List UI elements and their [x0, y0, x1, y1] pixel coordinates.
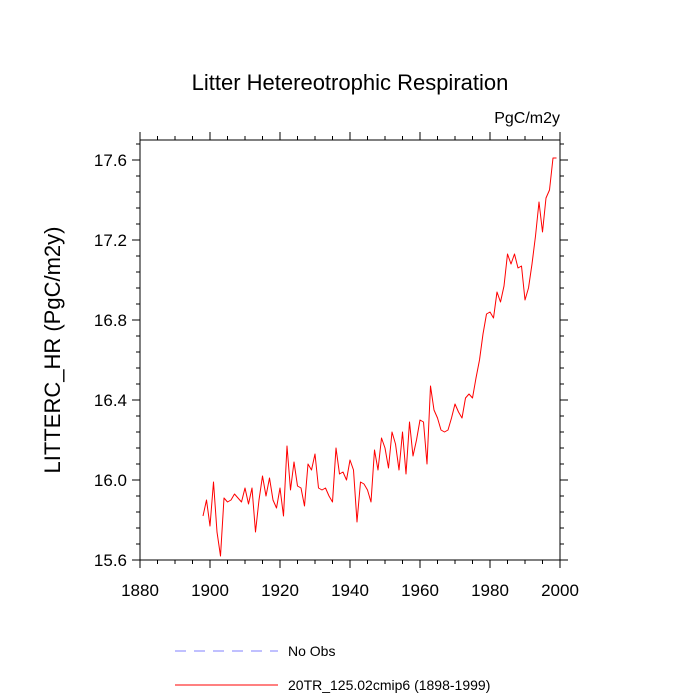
- units-label: PgC/m2y: [494, 110, 560, 127]
- chart-title: Litter Hetereotrophic Respiration: [192, 70, 509, 95]
- x-tick-label: 1920: [261, 581, 299, 600]
- y-axis-label: LITTERC_HR (PgC/m2y): [40, 227, 65, 474]
- x-tick-label: 1880: [121, 581, 159, 600]
- legend-label-model: 20TR_125.02cmip6 (1898-1999): [288, 677, 490, 693]
- series-layer: [202, 157, 557, 557]
- x-axis-ticks: 1880 1900 1920 1940 1960 1980 2000: [121, 132, 579, 600]
- x-tick-label: 1940: [331, 581, 369, 600]
- y-tick-label: 17.2: [94, 231, 127, 250]
- y-axis-ticks: 15.6 16.0 16.4 16.8 17.2 17.6: [94, 143, 568, 570]
- x-tick-label: 1900: [191, 581, 229, 600]
- y-tick-label: 17.6: [94, 151, 127, 170]
- series-line-model: [202, 157, 557, 557]
- x-tick-label: 1980: [471, 581, 509, 600]
- x-tick-label: 1960: [401, 581, 439, 600]
- y-tick-label: 16.8: [94, 311, 127, 330]
- plot-frame: [139, 139, 561, 561]
- legend: No Obs 20TR_125.02cmip6 (1898-1999): [175, 643, 490, 693]
- x-tick-label: 2000: [541, 581, 579, 600]
- y-tick-label: 16.4: [94, 391, 127, 410]
- y-tick-label: 16.0: [94, 471, 127, 490]
- y-tick-label: 15.6: [94, 551, 127, 570]
- legend-label-no-obs: No Obs: [288, 643, 335, 659]
